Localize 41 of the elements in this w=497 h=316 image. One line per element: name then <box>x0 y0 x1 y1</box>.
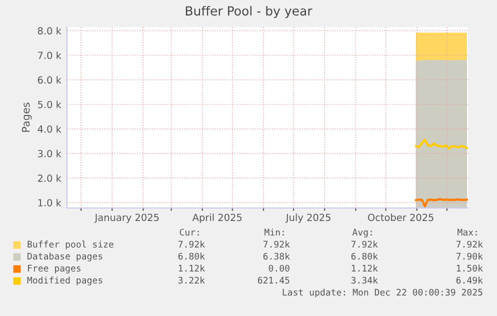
text: 7.92k <box>263 240 290 248</box>
text: 7.92k <box>351 240 378 248</box>
text: 7.92k <box>178 240 205 248</box>
text: Avg: <box>352 228 372 238</box>
text: 7.90k <box>456 252 483 260</box>
x-tick-label: January 2025 <box>94 214 159 223</box>
y-tick-label: 2.0 k <box>38 174 62 182</box>
text: 6.38k <box>263 252 290 260</box>
y-axis-title: Pages <box>22 102 32 132</box>
x-tick-label: October 2025 <box>368 214 434 222</box>
text: Last update: Mon Dec 22 00:00:39 2025 <box>282 288 482 298</box>
text: Cur: <box>180 228 199 236</box>
line-series <box>414 198 468 208</box>
legend-label: Buffer pool size <box>28 240 114 250</box>
text: 1.12k <box>352 264 378 272</box>
text: 1.12k <box>178 264 205 272</box>
text: 7.92k <box>456 240 483 248</box>
legend-label: Modified pages <box>27 276 102 286</box>
text: 3.34k <box>351 276 378 284</box>
y-tick-label: 5.0 k <box>38 100 62 108</box>
chart-title: Buffer Pool - by year <box>186 6 312 18</box>
x-tick-label: April 2025 <box>192 214 242 223</box>
text: 6.49k <box>456 276 483 284</box>
x-tick-label: July 2025 <box>285 214 330 223</box>
text: 1.50k <box>456 264 483 272</box>
y-tick-label: 1.0 k <box>38 198 62 206</box>
y-tick-label: 7.0 k <box>38 52 62 60</box>
y-tick-label: 6.0 k <box>38 76 62 84</box>
text: 621.45 <box>258 276 290 284</box>
text: Max: <box>458 228 477 236</box>
y-tick-label: 8.0 k <box>38 26 62 35</box>
y-tick-label: 3.0 k <box>38 150 62 158</box>
text: 6.80k <box>178 252 205 260</box>
text: 3.22k <box>178 276 205 284</box>
line-series <box>414 138 468 150</box>
legend-label: Database pages <box>28 252 102 262</box>
text: 6.80k <box>351 252 378 260</box>
text: 0.00 <box>268 264 290 272</box>
text: Min: <box>264 228 284 236</box>
y-tick-label: 4.0 k <box>38 125 62 133</box>
legend-label: Free pages <box>28 264 80 274</box>
